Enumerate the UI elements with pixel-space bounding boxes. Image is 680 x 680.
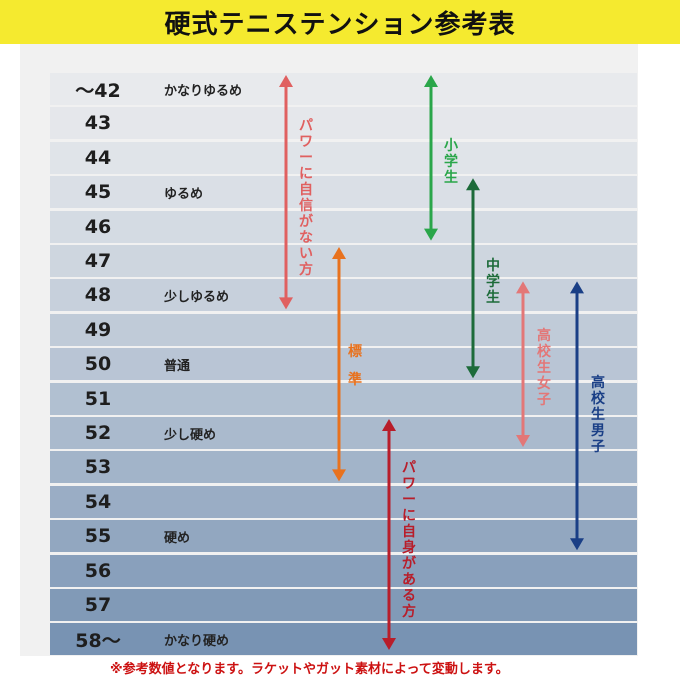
tension-value: 56 — [84, 559, 112, 582]
range-arrow — [570, 281, 584, 551]
tension-row: 54 — [50, 485, 637, 518]
tension-value: 47 — [84, 250, 112, 272]
tension-value: 54 — [84, 490, 112, 513]
tension-row: 58～ かなり硬め — [50, 623, 637, 656]
tension-value: 48 — [84, 284, 112, 307]
tension-value: 51 — [84, 387, 112, 410]
tension-value: 45 — [84, 181, 112, 204]
tension-row: 50 普通 — [50, 348, 637, 381]
range-label: 標準 — [348, 344, 362, 388]
range-arrow — [466, 178, 480, 379]
range-arrow — [279, 75, 293, 310]
tension-value: 52 — [84, 422, 112, 444]
tension-value: 58～ — [75, 629, 121, 652]
page-title: 硬式テニステンション参考表 — [164, 9, 516, 40]
tension-value: ～42 — [75, 79, 121, 102]
tension-row: 47 — [50, 245, 637, 277]
tension-value: 46 — [84, 215, 112, 238]
tension-row: 48 少しゆるめ — [50, 279, 637, 312]
tension-row: 49 — [50, 313, 637, 346]
range-label: 高校生女子 — [537, 328, 551, 408]
tension-row: 55 硬め — [50, 520, 637, 553]
tension-row: 53 — [50, 451, 637, 484]
tension-value: 50 — [84, 353, 112, 376]
tension-row: 43 — [50, 107, 637, 140]
tension-label: かなりゆるめ — [164, 83, 243, 99]
range-label: パワーに自身がある方 — [402, 460, 416, 620]
tension-label: 少し硬め — [164, 427, 217, 443]
range-arrow — [424, 75, 438, 241]
tension-value: 57 — [84, 594, 112, 616]
tension-row: ～42 かなりゆるめ — [50, 73, 637, 105]
tension-label: 少しゆるめ — [164, 289, 230, 305]
tension-value: 55 — [84, 525, 112, 548]
range-label: 小学生 — [444, 138, 458, 186]
range-arrow — [382, 419, 396, 650]
range-arrow — [332, 247, 346, 482]
range-arrow — [516, 281, 530, 447]
title-banner: 硬式テニステンション参考表 — [0, 0, 680, 44]
tension-label: かなり硬め — [164, 633, 230, 649]
range-label: パワーに自信がない方 — [299, 118, 313, 278]
tension-row: 51 — [50, 382, 637, 415]
range-label: 高校生男子 — [591, 375, 605, 455]
tension-row: 57 — [50, 589, 637, 621]
tension-value: 44 — [84, 146, 112, 169]
tension-row: 45 ゆるめ — [50, 176, 637, 209]
tension-row: 44 — [50, 141, 637, 174]
tension-row: 52 少し硬め — [50, 417, 637, 449]
tension-value: 49 — [84, 318, 112, 341]
tension-label: 普通 — [164, 358, 191, 374]
tension-value: 43 — [84, 112, 112, 135]
tension-row: 46 — [50, 210, 637, 243]
range-label: 中学生 — [486, 258, 500, 306]
tension-value: 53 — [84, 456, 112, 479]
tension-label: 硬め — [164, 530, 191, 546]
tension-row: 56 — [50, 554, 637, 587]
tension-label: ゆるめ — [164, 186, 204, 202]
footnote: ※参考数値となります。ラケットやガット素材によって変動します。 — [110, 662, 509, 677]
